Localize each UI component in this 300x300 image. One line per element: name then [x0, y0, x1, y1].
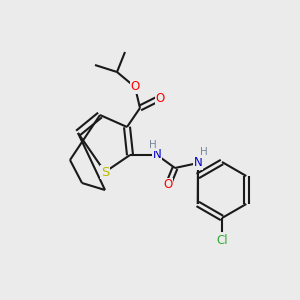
Text: H: H — [200, 147, 208, 157]
Text: O: O — [130, 80, 140, 94]
Text: Cl: Cl — [216, 233, 228, 247]
Text: S: S — [101, 166, 109, 178]
Text: N: N — [194, 157, 202, 169]
Text: N: N — [153, 148, 161, 161]
Text: O: O — [164, 178, 172, 191]
Text: O: O — [155, 92, 165, 104]
Text: H: H — [149, 140, 157, 150]
